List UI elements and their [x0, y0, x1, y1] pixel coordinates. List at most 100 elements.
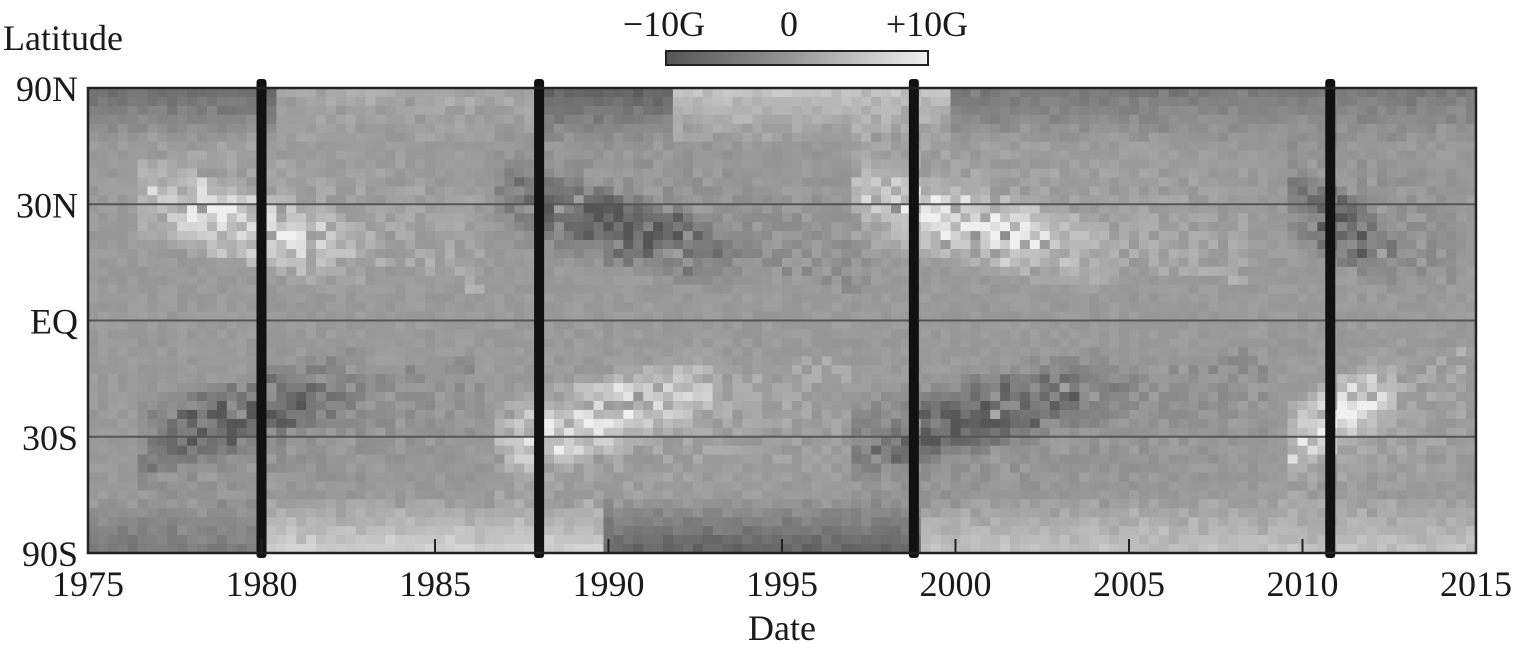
heatmap-cell	[990, 96, 1001, 107]
heatmap-cell	[375, 168, 386, 178]
heatmap-cell	[702, 544, 714, 554]
heatmap-cell	[177, 266, 188, 277]
heatmap-cell	[970, 204, 981, 214]
heatmap-cell	[851, 392, 862, 402]
heatmap-cell	[891, 544, 902, 554]
heatmap-cell	[891, 383, 902, 393]
heatmap-cell	[236, 320, 248, 330]
heatmap-cell	[544, 320, 555, 330]
heatmap-cell	[613, 338, 624, 348]
heatmap-cell	[544, 544, 555, 554]
heatmap-cell	[1019, 320, 1031, 330]
heatmap-cell	[474, 463, 486, 474]
heatmap-cell	[335, 517, 347, 527]
heatmap-cell	[167, 150, 178, 161]
heatmap-cell	[444, 544, 456, 554]
heatmap-cell	[177, 302, 188, 313]
heatmap-cell	[306, 311, 317, 322]
heatmap-cell	[117, 249, 129, 259]
heatmap-cell	[1000, 213, 1011, 223]
heatmap-cell	[821, 338, 833, 348]
heatmap-cell	[831, 320, 843, 330]
heatmap-cell	[197, 195, 208, 205]
heatmap-cell	[97, 544, 109, 554]
heatmap-cell	[236, 526, 248, 536]
heatmap-cell	[544, 356, 555, 366]
heatmap-cell	[226, 123, 238, 134]
heatmap-cell	[266, 302, 277, 313]
heatmap-cell	[633, 517, 644, 527]
heatmap-cell	[296, 141, 307, 152]
heatmap-cell	[980, 392, 991, 402]
heatmap-cell	[811, 374, 823, 384]
heatmap-cell	[851, 463, 862, 474]
heatmap-cell	[335, 338, 347, 348]
heatmap-cell	[365, 463, 377, 474]
heatmap-cell	[266, 338, 277, 348]
heatmap-cell	[484, 329, 496, 339]
heatmap-cell	[613, 356, 624, 366]
heatmap-cell	[940, 320, 952, 330]
heatmap-cell	[970, 472, 981, 482]
heatmap-cell	[930, 150, 942, 161]
heatmap-cell	[197, 356, 208, 366]
heatmap-cell	[663, 257, 674, 268]
heatmap-cell	[563, 481, 575, 491]
heatmap-cell	[117, 517, 129, 527]
heatmap-cell	[236, 114, 248, 125]
heatmap-cell	[415, 409, 426, 420]
heatmap-cell	[861, 490, 872, 500]
heatmap-cell	[613, 96, 624, 107]
heatmap-cell	[712, 213, 724, 223]
heatmap-cell	[722, 114, 733, 125]
heatmap-cell	[207, 338, 218, 348]
heatmap-cell	[940, 526, 952, 536]
heatmap-cell	[325, 535, 337, 545]
heatmap-cell	[663, 105, 674, 116]
heatmap-cell	[157, 508, 168, 518]
heatmap-cell	[851, 150, 862, 161]
heatmap-cell	[207, 392, 218, 402]
heatmap-cell	[335, 105, 347, 116]
heatmap-cell	[692, 427, 704, 438]
heatmap-cell	[107, 186, 119, 196]
heatmap-cell	[563, 195, 575, 205]
heatmap-cell	[1010, 490, 1021, 500]
heatmap-cell	[246, 231, 258, 241]
heatmap-cell	[672, 374, 684, 384]
heatmap-cell	[871, 302, 882, 313]
heatmap-cell	[663, 266, 674, 277]
heatmap-cell	[643, 481, 654, 491]
heatmap-cell	[722, 168, 733, 178]
heatmap-cell	[345, 231, 357, 241]
heatmap-cell	[435, 213, 446, 223]
heatmap-cell	[920, 356, 932, 366]
heatmap-cell	[1010, 365, 1021, 375]
heatmap-cell	[702, 418, 714, 429]
heatmap-cell	[583, 150, 595, 161]
heatmap-cell	[276, 96, 287, 107]
heatmap-cell	[187, 240, 198, 250]
heatmap-cell	[276, 526, 287, 536]
heatmap-cell	[831, 257, 843, 268]
heatmap-cell	[930, 409, 942, 420]
heatmap-cell	[484, 436, 496, 447]
heatmap-cell	[97, 114, 109, 125]
heatmap-cell	[623, 96, 634, 107]
heatmap-cell	[563, 231, 575, 241]
heatmap-cell	[325, 150, 337, 161]
heatmap-cell	[435, 168, 446, 178]
heatmap-cell	[236, 222, 248, 232]
heatmap-cell	[682, 105, 694, 116]
heatmap-cell	[633, 427, 644, 438]
heatmap-cell	[504, 168, 515, 178]
heatmap-cell	[623, 141, 634, 152]
heatmap-cell	[633, 544, 644, 554]
heatmap-cell	[672, 454, 684, 465]
heatmap-cell	[1000, 186, 1011, 196]
heatmap-cell	[435, 96, 446, 107]
heatmap-cell	[97, 284, 109, 295]
heatmap-cell	[573, 132, 585, 143]
heatmap-cell	[345, 535, 357, 545]
heatmap-cell	[702, 356, 714, 366]
